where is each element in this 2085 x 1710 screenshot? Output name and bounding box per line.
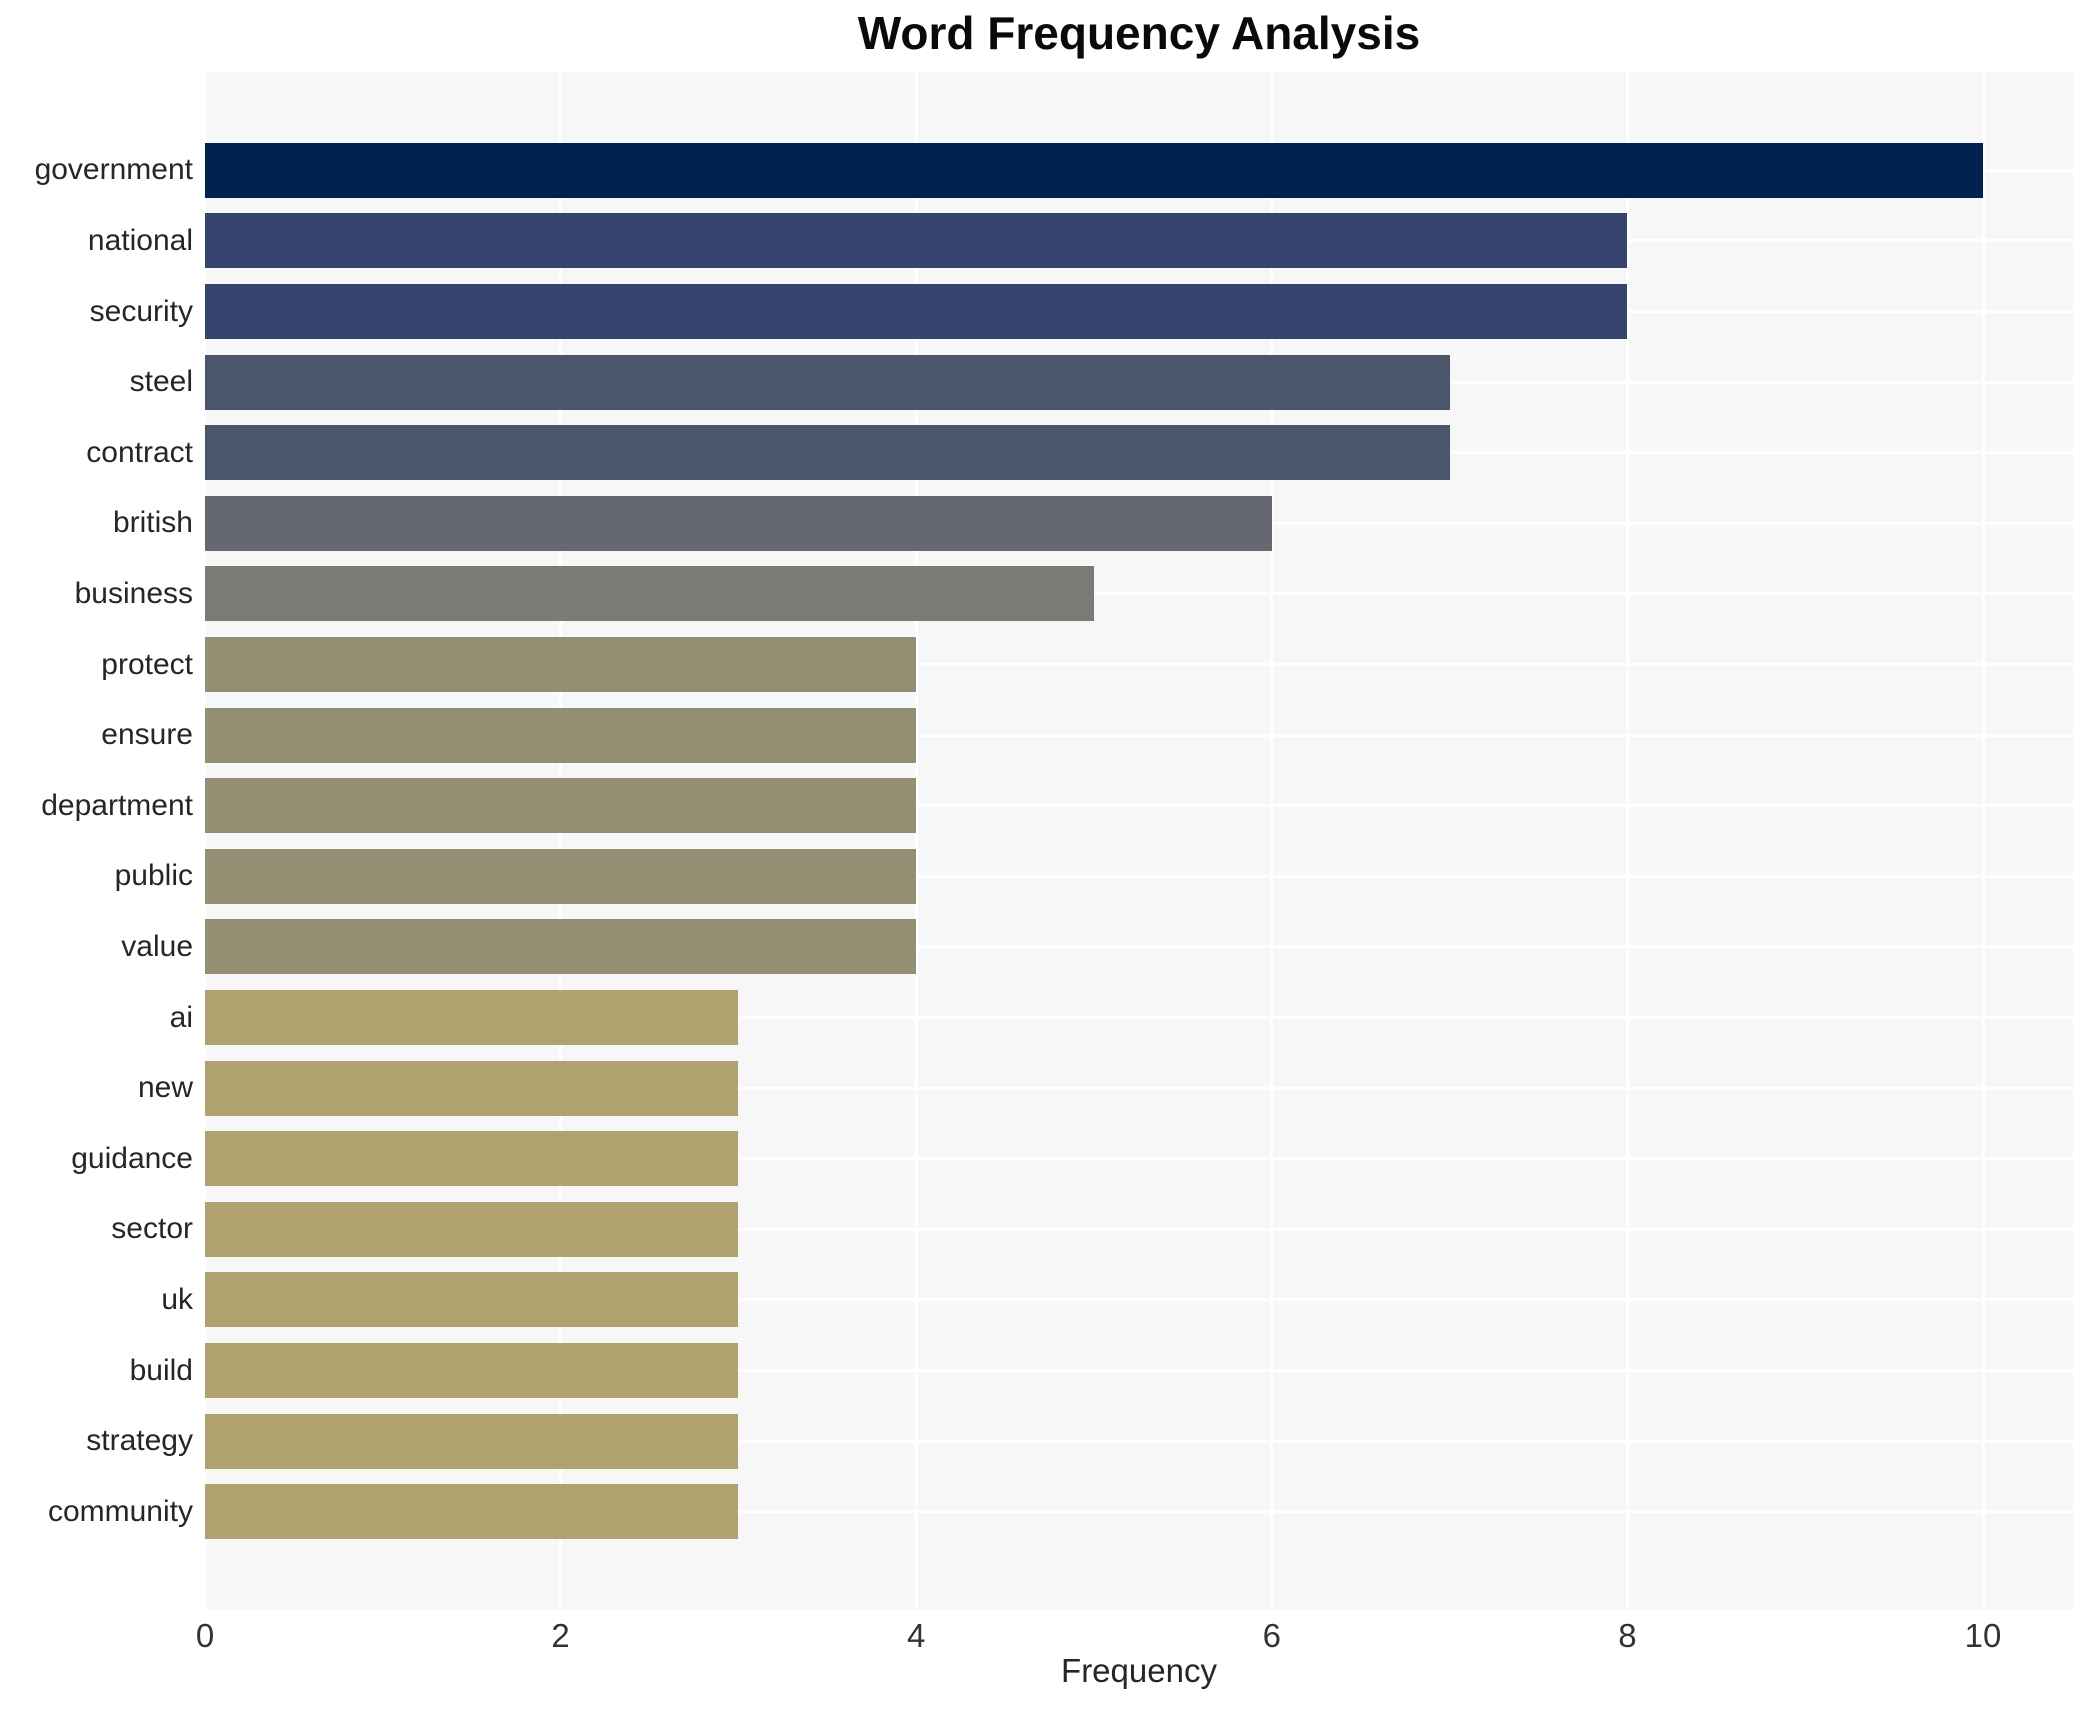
y-tick-label: national xyxy=(87,223,193,257)
bar-ensure xyxy=(205,707,917,763)
bar-sector xyxy=(205,1201,739,1257)
chart-title: Word Frequency Analysis xyxy=(857,7,1421,59)
y-gridline xyxy=(205,1439,2073,1443)
y-gridline xyxy=(205,1086,2073,1090)
y-tick-label: ai xyxy=(169,1000,193,1034)
y-tick-label: protect xyxy=(101,647,193,681)
bar-public xyxy=(205,848,917,904)
x-gridline xyxy=(1981,72,1985,1610)
y-gridline xyxy=(205,663,2073,666)
y-tick-label: ensure xyxy=(101,718,193,752)
y-tick-label: strategy xyxy=(86,1424,193,1458)
bar-value xyxy=(205,919,917,975)
x-tick-label: 10 xyxy=(1964,1617,2002,1654)
y-gridline xyxy=(205,1016,2073,1019)
x-tick-label: 2 xyxy=(551,1617,570,1654)
y-tick-label: build xyxy=(129,1353,193,1387)
y-tick-label: business xyxy=(74,576,193,610)
bar-department xyxy=(205,778,917,834)
y-gridline xyxy=(205,874,2073,878)
y-tick-label: new xyxy=(137,1071,193,1105)
y-tick-label: contract xyxy=(86,435,193,469)
bar-protect xyxy=(205,637,917,692)
x-axis-label: Frequency xyxy=(1061,1652,1217,1689)
bar-strategy xyxy=(205,1413,739,1469)
y-tick-label: security xyxy=(89,294,193,328)
y-gridline xyxy=(205,1510,2073,1514)
bar-build xyxy=(205,1343,739,1398)
bar-community xyxy=(205,1484,739,1540)
x-gridline xyxy=(1625,72,1629,1610)
y-gridline xyxy=(205,945,2073,949)
y-gridline xyxy=(205,1369,2073,1372)
bar-business xyxy=(205,566,1094,622)
y-tick-label: government xyxy=(34,153,193,187)
bar-national xyxy=(205,213,1628,269)
y-gridline xyxy=(205,804,2073,808)
bar-security xyxy=(205,284,1628,339)
y-tick-label: uk xyxy=(161,1282,193,1316)
y-tick-label: community xyxy=(47,1494,193,1528)
y-tick-label: sector xyxy=(111,1212,193,1246)
y-tick-label: value xyxy=(121,929,193,963)
y-tick-label: british xyxy=(112,506,193,540)
bar-british xyxy=(205,495,1272,551)
bar-government xyxy=(205,142,1983,198)
y-tick-label: department xyxy=(41,788,193,822)
x-gridline xyxy=(559,72,563,1610)
y-gridline xyxy=(205,1227,2073,1231)
y-gridline xyxy=(205,1298,2073,1302)
y-tick-label: public xyxy=(114,859,193,893)
bar-steel xyxy=(205,354,1450,410)
y-gridline xyxy=(205,592,2073,596)
plot-area xyxy=(203,72,2073,1610)
y-gridline xyxy=(205,733,2073,737)
x-gridline xyxy=(914,72,918,1610)
y-tick-label: guidance xyxy=(71,1141,193,1175)
x-gridline xyxy=(203,72,207,1610)
y-gridline xyxy=(205,1157,2073,1161)
x-tick-label: 0 xyxy=(195,1617,215,1654)
bar-ai xyxy=(205,990,739,1045)
bar-guidance xyxy=(205,1131,739,1187)
bar-contract xyxy=(205,425,1450,481)
x-tick-label: 4 xyxy=(907,1617,926,1654)
bar-new xyxy=(205,1060,739,1116)
x-tick-label: 8 xyxy=(1618,1617,1637,1654)
bar-uk xyxy=(205,1272,739,1328)
x-gridline xyxy=(1270,72,1274,1610)
y-tick-label: steel xyxy=(129,365,193,399)
x-tick-label: 6 xyxy=(1262,1617,1281,1654)
